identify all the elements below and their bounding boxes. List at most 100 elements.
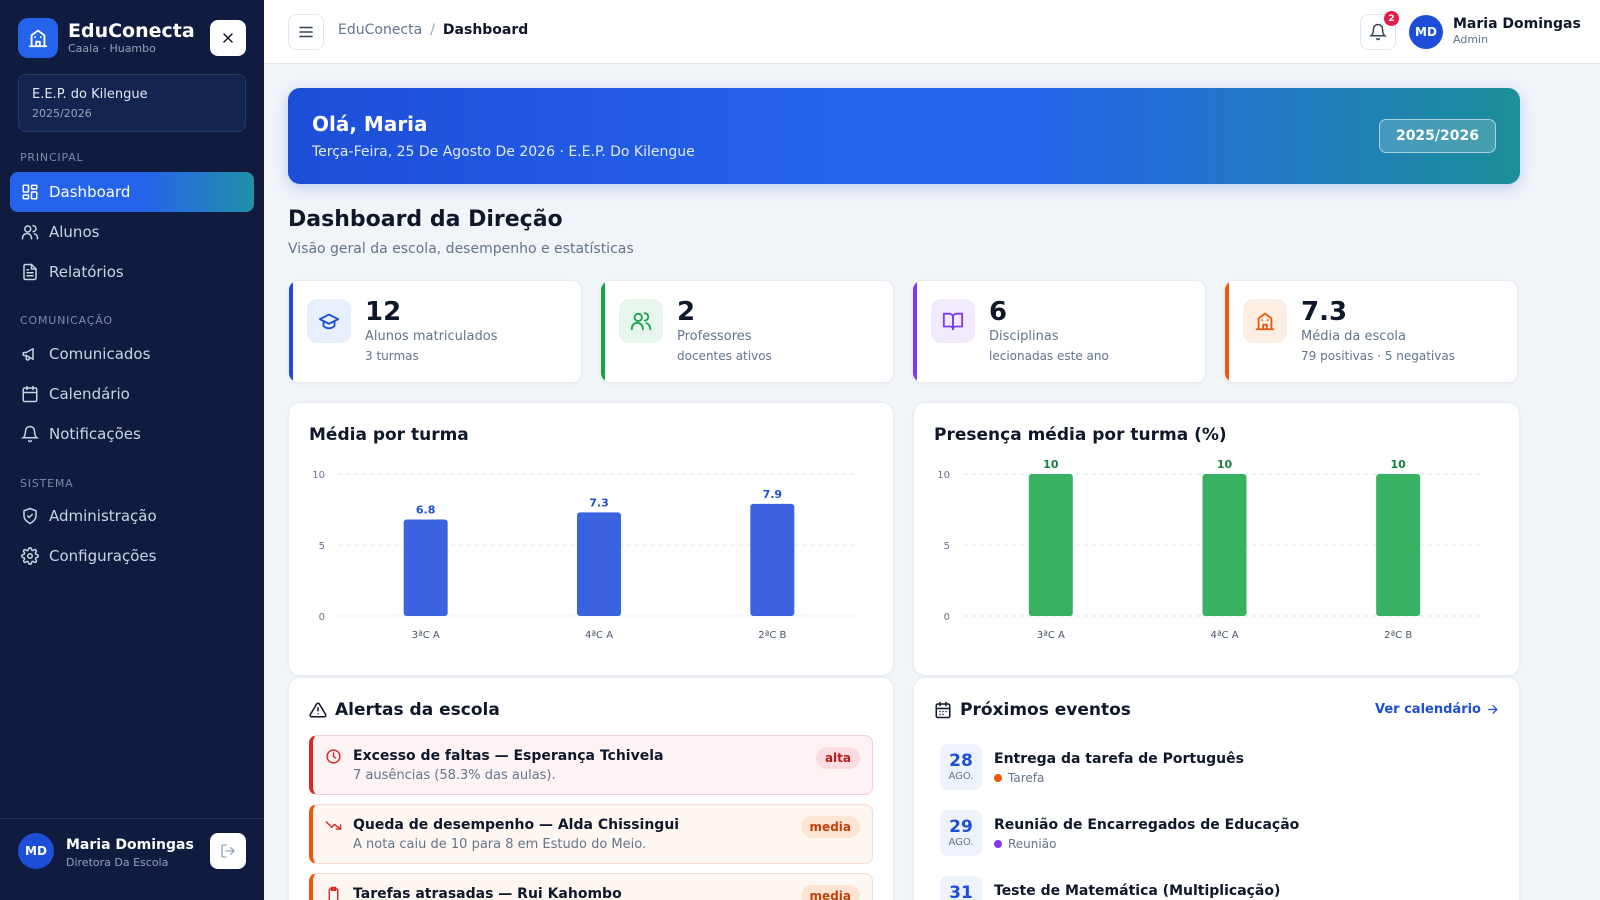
chart-panel-media: Média por turma 0 5 10 6.8 3ªC A 7.3 4ªC A 7.9 2… bbox=[288, 402, 894, 676]
topbar: EduConecta / Dashboard 2 MD Maria Doming… bbox=[264, 0, 1600, 64]
y-tick-label: 5 bbox=[319, 541, 325, 552]
stat-value: 2 bbox=[677, 297, 696, 327]
chart-title: Presença média por turma (%) bbox=[934, 425, 1227, 445]
severity-badge: media bbox=[800, 816, 860, 838]
sidebar-item-administracao[interactable]: Administração bbox=[10, 496, 254, 536]
alerts-heading: Alertas da escola bbox=[309, 700, 500, 720]
sidebar-item-comunicados[interactable]: Comunicados bbox=[10, 334, 254, 374]
notifications-button[interactable]: 2 bbox=[1360, 11, 1399, 50]
report-icon bbox=[23, 263, 37, 281]
bar-value-label: 7.9 bbox=[763, 488, 783, 501]
sidebar-item-relatorios[interactable]: Relatórios bbox=[10, 252, 254, 292]
sidebar-item-configuracoes[interactable]: Configurações bbox=[10, 536, 254, 576]
page-title: Dashboard da Direção bbox=[288, 207, 563, 232]
event-title: Teste de Matemática (Multiplicação) bbox=[994, 883, 1281, 899]
y-tick-label: 0 bbox=[319, 612, 325, 623]
stat-card-media[interactable]: 7.3 Média da escola 79 positivas · 5 neg… bbox=[1224, 280, 1518, 383]
x-tick-label: 3ªC A bbox=[1037, 630, 1065, 641]
user-name[interactable]: Maria Domingas bbox=[1453, 16, 1581, 32]
stat-card-alunos[interactable]: 12 Alunos matriculados 3 turmas bbox=[288, 280, 582, 383]
alert-description: A nota caiu de 10 para 8 em Estudo do Me… bbox=[353, 837, 647, 852]
event-day: 31 bbox=[949, 883, 973, 900]
view-calendar-link[interactable]: Ver calendário bbox=[1375, 702, 1499, 717]
event-item[interactable]: 29 AGO. Reunião de Encarregados de Educa… bbox=[940, 810, 1500, 860]
sidebar-item-notificacoes[interactable]: Notificações bbox=[10, 414, 254, 454]
date-school-line: Terça-Feira, 25 De Agosto De 2026 · E.E.… bbox=[312, 144, 695, 160]
alert-item[interactable]: Queda de desempenho — Alda Chissingui A … bbox=[309, 804, 873, 864]
user-name: Maria Domingas bbox=[66, 837, 194, 853]
stat-label: Disciplinas bbox=[989, 329, 1059, 344]
event-type: Reunião bbox=[994, 837, 1056, 851]
breadcrumb-root[interactable]: EduConecta bbox=[338, 22, 423, 38]
event-type: Tarefa bbox=[994, 771, 1044, 785]
stat-value: 7.3 bbox=[1301, 297, 1348, 327]
school-name: E.E.P. do Kilengue bbox=[32, 87, 148, 102]
arrow-right-icon bbox=[1488, 705, 1498, 714]
bar-value-label: 7.3 bbox=[589, 496, 609, 509]
warning-icon bbox=[309, 702, 327, 718]
alerts-panel: Alertas da escola Excesso de faltas — Es… bbox=[288, 677, 894, 900]
brand[interactable]: EduConecta Caala · Huambo bbox=[18, 18, 195, 58]
card-accent bbox=[913, 281, 917, 382]
bar-value-label: 10 bbox=[1391, 458, 1407, 471]
logout-button[interactable] bbox=[210, 833, 246, 869]
avatar[interactable]: MD bbox=[1409, 15, 1443, 49]
event-type-label: Reunião bbox=[1008, 837, 1057, 851]
event-title: Entrega da tarefa de Português bbox=[994, 751, 1244, 767]
bar bbox=[1028, 474, 1073, 616]
event-date: 28 AGO. bbox=[940, 744, 982, 790]
notification-count-badge: 2 bbox=[1384, 11, 1399, 26]
close-sidebar-button[interactable] bbox=[210, 20, 246, 56]
nav-section-sistema: SISTEMA bbox=[20, 477, 74, 490]
card-accent bbox=[1225, 281, 1229, 382]
school-logo-icon bbox=[18, 18, 58, 58]
school-selector[interactable]: E.E.P. do Kilengue 2025/2026 bbox=[18, 74, 246, 132]
sidebar-item-label: Dashboard bbox=[49, 183, 131, 201]
sidebar-item-calendario[interactable]: Calendário bbox=[10, 374, 254, 414]
alert-item[interactable]: Excesso de faltas — Esperança Tchivela 7… bbox=[309, 735, 873, 795]
x-tick-label: 2ªC B bbox=[1384, 630, 1412, 641]
bar bbox=[750, 503, 795, 616]
dashboard-icon bbox=[22, 184, 38, 200]
breadcrumb: EduConecta / Dashboard bbox=[338, 22, 528, 38]
hamburger-icon bbox=[299, 26, 313, 38]
event-type-label: Tarefa bbox=[1008, 771, 1045, 785]
y-tick-label: 10 bbox=[312, 470, 325, 481]
sidebar-item-alunos[interactable]: Alunos bbox=[10, 212, 254, 252]
stat-value: 6 bbox=[989, 297, 1008, 327]
sidebar-item-label: Notificações bbox=[49, 425, 141, 443]
stat-card-disciplinas[interactable]: 6 Disciplinas lecionadas este ano bbox=[912, 280, 1206, 383]
x-tick-label: 2ªC B bbox=[758, 630, 786, 641]
stat-label: Alunos matriculados bbox=[365, 329, 498, 344]
event-item[interactable]: 28 AGO. Entrega da tarefa de Português T… bbox=[940, 744, 1500, 794]
gear-icon bbox=[21, 547, 39, 565]
greeting: Olá, Maria bbox=[312, 112, 428, 136]
events-panel: Próximos eventos Ver calendário 28 AGO. … bbox=[913, 677, 1520, 900]
nav-section-principal: PRINCIPAL bbox=[20, 151, 84, 164]
stat-label: Professores bbox=[677, 329, 752, 344]
stat-label: Média da escola bbox=[1301, 329, 1406, 344]
menu-toggle-button[interactable] bbox=[288, 14, 324, 50]
sidebar-item-label: Configurações bbox=[49, 547, 157, 565]
event-type-dot bbox=[994, 774, 1002, 782]
alert-item[interactable]: Tarefas atrasadas — Rui Kahombo media bbox=[309, 873, 873, 900]
event-item[interactable]: 31 Teste de Matemática (Multiplicação) bbox=[940, 876, 1500, 900]
stat-note: 79 positivas · 5 negativas bbox=[1301, 349, 1455, 363]
y-tick-label: 5 bbox=[944, 541, 950, 552]
event-month: AGO. bbox=[948, 771, 974, 782]
megaphone-icon bbox=[22, 348, 34, 361]
calendar-icon bbox=[22, 385, 38, 403]
alerts-title: Alertas da escola bbox=[335, 700, 500, 720]
bar bbox=[577, 512, 621, 616]
events-heading: Próximos eventos bbox=[934, 700, 1131, 720]
stat-card-professores[interactable]: 2 Professores docentes ativos bbox=[600, 280, 894, 383]
chart-panel-presenca: Presença média por turma (%) 0 5 10 10 3ªC A… bbox=[913, 402, 1520, 676]
sidebar-item-dashboard[interactable]: Dashboard bbox=[10, 172, 254, 212]
sidebar-item-label: Calendário bbox=[49, 385, 130, 403]
bar bbox=[1202, 474, 1247, 616]
bell-icon bbox=[1369, 23, 1387, 41]
stat-note: lecionadas este ano bbox=[989, 349, 1109, 363]
sidebar-item-label: Alunos bbox=[49, 223, 100, 241]
avatar[interactable]: MD bbox=[18, 833, 54, 869]
welcome-banner: Olá, Maria Terça-Feira, 25 De Agosto De … bbox=[288, 88, 1520, 184]
